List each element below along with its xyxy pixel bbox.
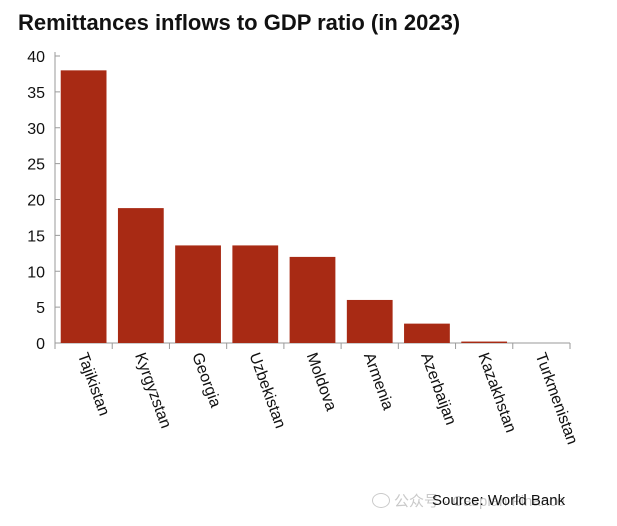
bar-georgia <box>175 245 221 343</box>
bar-kazakhstan <box>461 341 508 343</box>
category-label: Azerbaijan <box>417 351 459 428</box>
y-tick-label: 10 <box>27 264 45 281</box>
bar-moldova <box>289 256 336 343</box>
y-tick-label: 20 <box>27 193 45 210</box>
y-tick-label: 0 <box>36 336 45 353</box>
wechat-icon <box>372 493 390 508</box>
y-tick-label: 15 <box>27 228 45 245</box>
category-labels: Tajikistan Kyrgyzstan Georgia Uzbekistan Mol… <box>74 351 581 447</box>
bar-azerbaijan <box>404 323 450 343</box>
chart-title: Remittances inflows to GDP ratio (in 202… <box>18 10 461 35</box>
y-tick-label: 30 <box>27 121 45 138</box>
category-label: Tajikistan <box>74 351 112 419</box>
bars <box>60 70 508 343</box>
category-label: Georgia <box>188 351 223 410</box>
category-label: Kyrgyzstan <box>131 351 174 431</box>
source-note: Source: World Bank <box>432 492 566 509</box>
bar-kyrgyzstan <box>117 208 164 343</box>
category-label: Moldova <box>303 351 340 414</box>
category-label: Turkmenistan <box>532 351 581 447</box>
category-label: Uzbekistan <box>246 351 289 431</box>
category-label: Armenia <box>360 351 396 413</box>
y-tick-labels: 0 5 10 15 20 25 30 35 40 <box>27 49 45 353</box>
watermark: 公众号 · Caspian Finance <box>372 490 565 511</box>
watermark-text: 公众号 · Caspian Finance <box>394 493 565 510</box>
y-tick-label: 40 <box>27 49 45 66</box>
bar-tajikistan <box>60 70 107 343</box>
y-tick-label: 25 <box>27 157 45 174</box>
y-tick-label: 5 <box>36 300 45 317</box>
bar-uzbekistan <box>232 245 279 343</box>
category-label: Kazakhstan <box>474 351 519 435</box>
y-tick-label: 35 <box>27 85 45 102</box>
bar-armenia <box>346 299 393 343</box>
